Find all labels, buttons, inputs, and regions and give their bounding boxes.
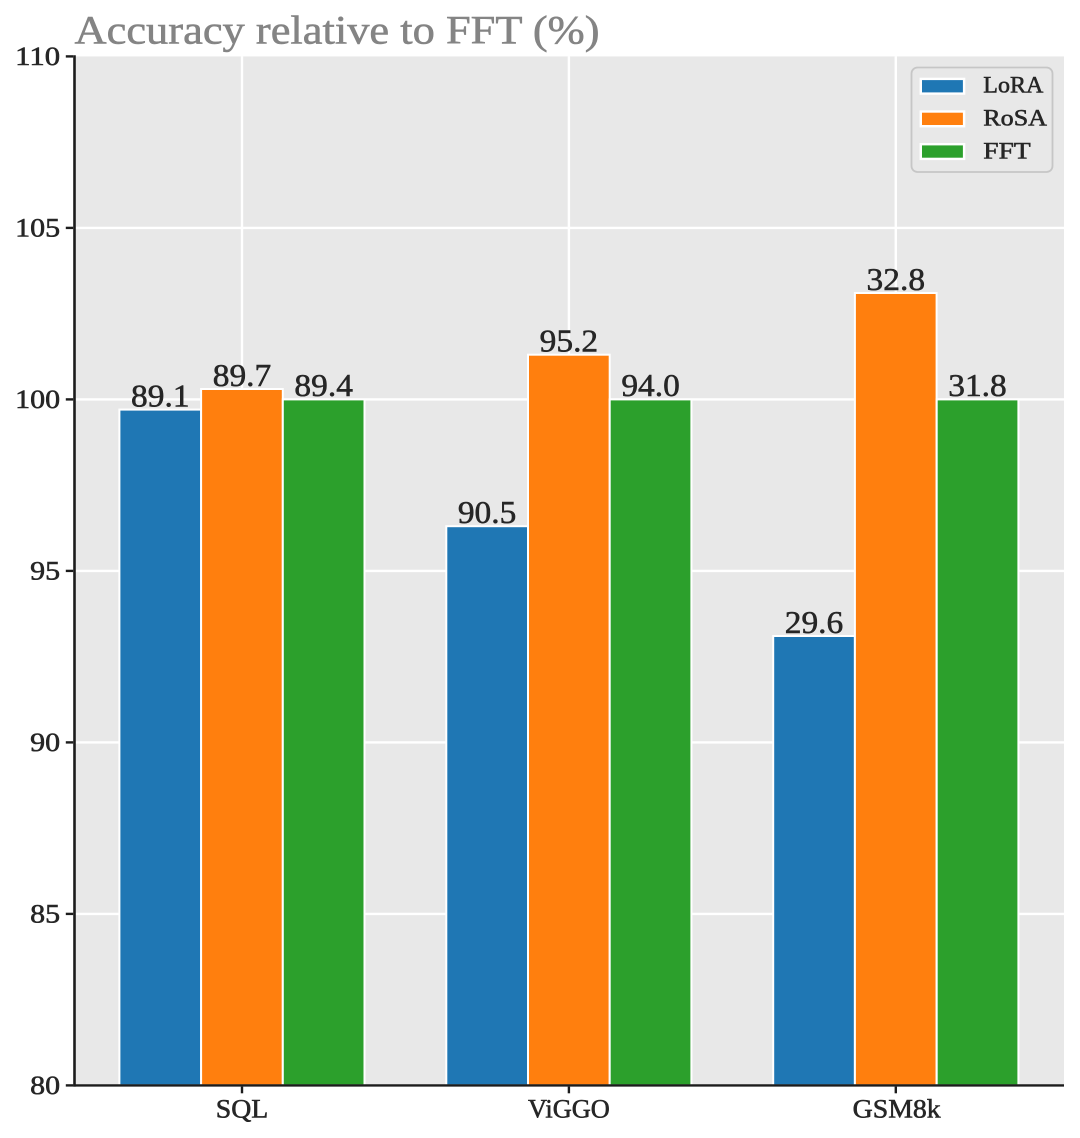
svg-text:LoRA: LoRA xyxy=(983,73,1043,99)
svg-text:ViGGO: ViGGO xyxy=(528,1094,610,1123)
svg-text:95: 95 xyxy=(30,556,60,585)
svg-text:94.0: 94.0 xyxy=(621,367,680,403)
svg-text:90.5: 90.5 xyxy=(458,494,517,530)
svg-text:FFT: FFT xyxy=(983,139,1030,165)
svg-text:110: 110 xyxy=(15,42,60,71)
svg-text:100: 100 xyxy=(15,385,60,414)
svg-text:GSM8k: GSM8k xyxy=(853,1094,941,1123)
svg-text:29.6: 29.6 xyxy=(785,604,844,640)
svg-text:89.7: 89.7 xyxy=(213,357,272,393)
svg-text:31.8: 31.8 xyxy=(948,367,1007,403)
svg-text:95.2: 95.2 xyxy=(540,323,599,359)
svg-text:80: 80 xyxy=(30,1071,60,1100)
svg-text:89.1: 89.1 xyxy=(131,378,190,414)
svg-text:32.8: 32.8 xyxy=(867,261,926,297)
svg-text:SQL: SQL xyxy=(216,1095,269,1124)
svg-text:85: 85 xyxy=(30,899,60,928)
svg-text:Accuracy relative to FFT (%): Accuracy relative to FFT (%) xyxy=(75,8,600,53)
svg-text:89.4: 89.4 xyxy=(294,367,353,403)
svg-text:90: 90 xyxy=(30,728,60,757)
svg-text:RoSA: RoSA xyxy=(983,106,1047,132)
svg-text:105: 105 xyxy=(15,213,60,242)
